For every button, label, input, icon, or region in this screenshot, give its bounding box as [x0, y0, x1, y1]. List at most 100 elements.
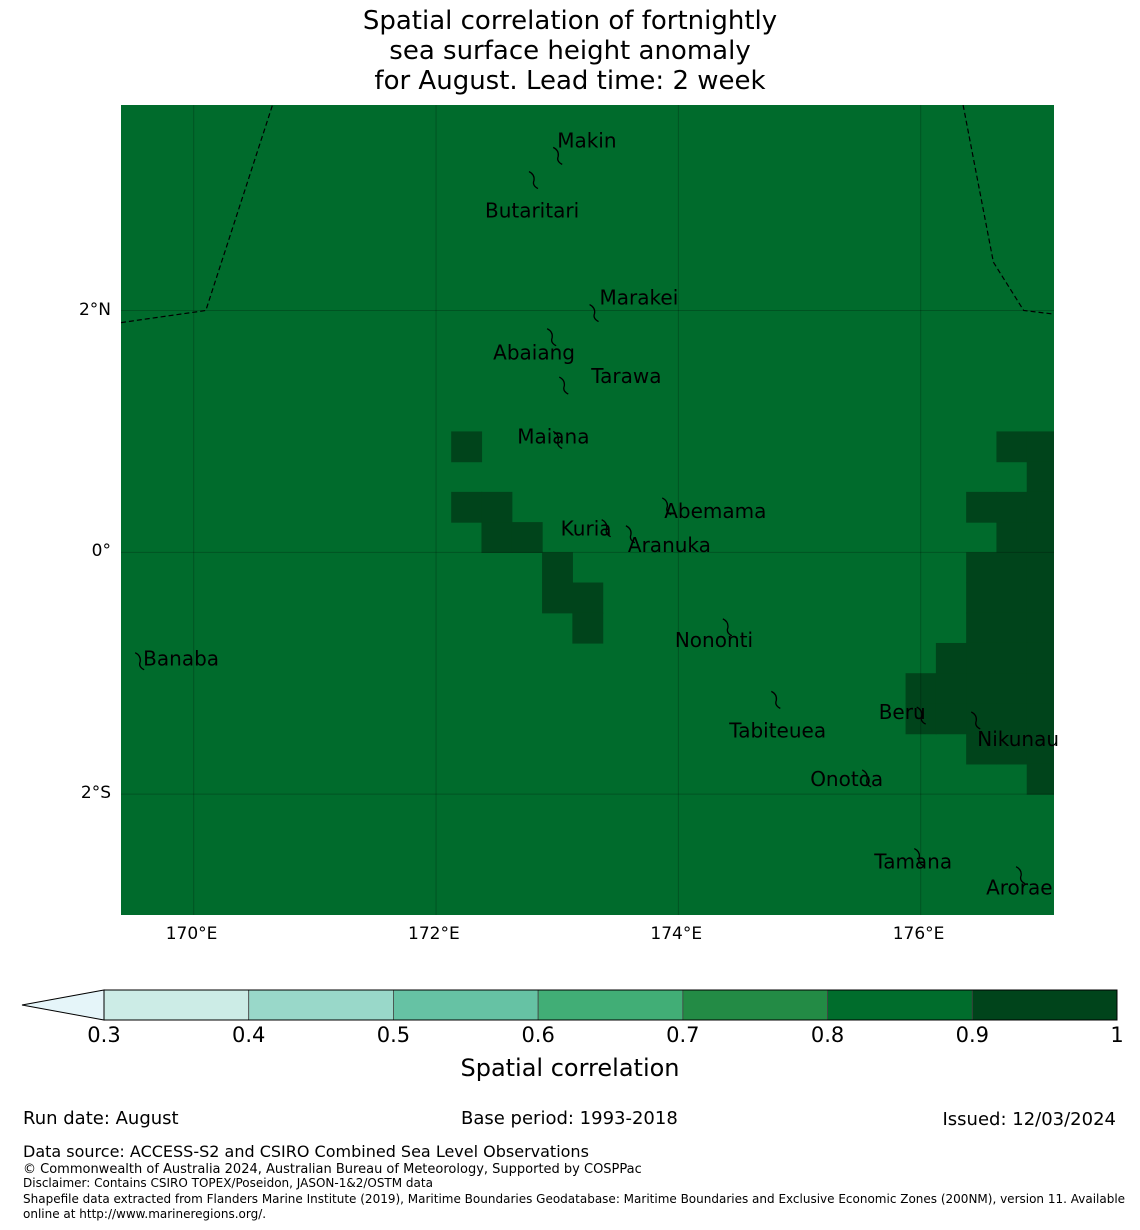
- title-line-3: for August. Lead time: 2 week: [374, 66, 766, 96]
- y-tick-label: 2°S: [80, 783, 111, 804]
- colorbar-segment: [103, 989, 250, 1021]
- data-source: Data source: ACCESS-S2 and CSIRO Combine…: [23, 1142, 589, 1161]
- island-outline: [722, 618, 733, 637]
- island-label: Nikunau: [977, 727, 1059, 751]
- island-outline: [1015, 866, 1026, 885]
- correlation-cell: [966, 552, 998, 584]
- title-line-1: Spatial correlation of fortnightly: [362, 6, 778, 36]
- y-tick-label: 2°N: [78, 299, 111, 320]
- island-label: Tarawa: [590, 364, 661, 388]
- eez-boundaries: [121, 105, 1054, 324]
- island: Arorae: [986, 866, 1053, 900]
- island: Nikunau: [970, 711, 1059, 751]
- correlation-cell: [966, 673, 998, 705]
- correlation-cell: [542, 582, 573, 614]
- correlation-cell: [966, 582, 998, 614]
- island: Abemama: [661, 497, 766, 523]
- island: Beru: [879, 700, 927, 725]
- correlation-cell: [1026, 582, 1054, 614]
- island-label: Abaiang: [493, 341, 575, 365]
- correlation-cell: [1026, 703, 1054, 735]
- colorbar-segment: [971, 989, 1118, 1021]
- graticule: [121, 105, 1054, 915]
- correlation-cell: [451, 431, 483, 463]
- copyright-notice: © Commonwealth of Australia 2024, Austra…: [23, 1162, 642, 1177]
- island-outline: [661, 497, 672, 516]
- colorbar-segment: [393, 989, 539, 1021]
- island: Kuria: [561, 517, 612, 541]
- correlation-cell: [996, 522, 1028, 553]
- base-period: Base period: 1993-2018: [461, 1108, 678, 1129]
- island: Onotoa: [810, 767, 883, 791]
- island-outline: [552, 430, 563, 450]
- island-outline: [134, 652, 145, 671]
- island-outline: [771, 690, 781, 709]
- colorbar-extend-arrow: [21, 989, 105, 1021]
- island-outline: [916, 706, 927, 725]
- island-label: Tamana: [873, 850, 952, 874]
- correlation-cell: [935, 673, 967, 705]
- island-label: Beru: [879, 700, 926, 724]
- correlation-cell: [996, 552, 1028, 584]
- island-label: Makin: [557, 128, 616, 152]
- island-label: Tabiteuea: [728, 718, 826, 742]
- issued-date: Issued: 12/03/2024: [942, 1109, 1116, 1130]
- colorbar-segment: [682, 989, 828, 1021]
- correlation-cell: [935, 642, 967, 674]
- island: Banaba: [134, 647, 219, 671]
- island-outline: [546, 328, 557, 347]
- correlation-cell: [1026, 491, 1054, 523]
- island: Aranuka: [625, 525, 711, 557]
- island: Abaiang: [493, 328, 575, 365]
- correlation-cell: [542, 552, 573, 584]
- correlation-cell: [511, 522, 543, 553]
- shapefile-credit-line-2: online at http://www.marineregions.org/.: [23, 1207, 267, 1221]
- eez-boundary-line: [962, 105, 1054, 315]
- correlation-cell: [1026, 522, 1054, 553]
- colorbar-title: Spatial correlation: [460, 1054, 680, 1082]
- island-label: Arorae: [986, 876, 1052, 900]
- y-tick-label: 0°: [91, 541, 111, 562]
- x-tick-label: 172°E: [408, 924, 460, 944]
- correlation-cell: [996, 733, 1028, 765]
- correlation-cell: [481, 491, 513, 523]
- run-date: Run date: August: [23, 1108, 179, 1129]
- correlation-cell: [996, 642, 1028, 674]
- island-outline: [970, 711, 981, 730]
- island-label: Nononti: [675, 628, 753, 652]
- x-tick-label: 176°E: [892, 924, 945, 944]
- x-tick-label: 170°E: [165, 924, 218, 944]
- island: Butaritari: [485, 170, 579, 223]
- colorbar-segment: [248, 989, 394, 1021]
- map-background: [121, 105, 1054, 915]
- colorbar-tick-label: 0.4: [232, 1023, 266, 1047]
- island: Makin: [552, 128, 617, 165]
- island-outline: [558, 376, 569, 395]
- island-label: Onotoa: [810, 767, 883, 791]
- correlation-cell: [996, 491, 1028, 523]
- correlation-cell: [966, 733, 998, 765]
- island-markers: Makin Butaritari Marakei Abaiang Tarawa Maian…: [134, 128, 1059, 900]
- correlation-cell: [935, 703, 967, 735]
- colorbar-segment: [827, 989, 973, 1021]
- island: Tarawa: [558, 364, 662, 395]
- eez-boundary-line: [121, 105, 274, 324]
- correlation-cell: [1026, 431, 1054, 463]
- shapefile-credit-line-1: Shapefile data extracted from Flanders M…: [23, 1192, 1126, 1206]
- island: Maiana: [517, 424, 589, 450]
- disclaimer: Disclaimer: Contains CSIRO TOPEX/Poseido…: [23, 1176, 433, 1190]
- island-outline: [601, 519, 611, 538]
- map-title: Spatial correlation of fortnightly sea s…: [0, 6, 1140, 96]
- island-outline: [625, 525, 636, 544]
- correlation-map: Makin Butaritari Marakei Abaiang Tarawa Maian…: [21, 105, 1118, 1021]
- island-outline: [528, 170, 539, 190]
- correlation-cell: [966, 491, 998, 523]
- island-outline: [552, 146, 563, 165]
- island: Nononti: [675, 618, 753, 652]
- correlation-cell: [1026, 733, 1054, 765]
- island: Tabiteuea: [728, 690, 826, 742]
- correlation-cell: [996, 673, 1028, 705]
- island-label: Kuria: [561, 517, 612, 541]
- island-label: Marakei: [600, 286, 679, 310]
- correlation-cell: [572, 612, 604, 644]
